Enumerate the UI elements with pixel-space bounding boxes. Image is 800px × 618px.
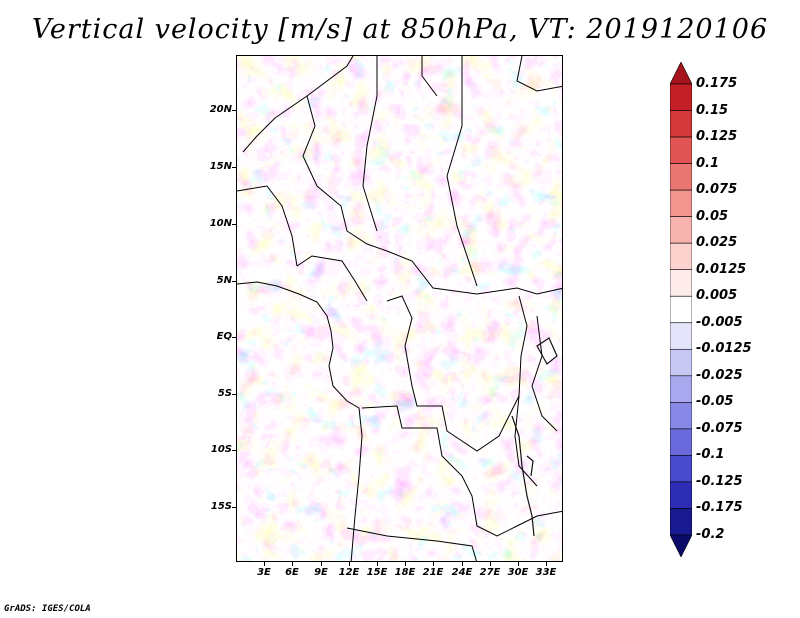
colorbar-swatch	[670, 322, 692, 350]
colorbar-label: 0.0125	[696, 261, 747, 277]
lon-label-33e: 33E	[535, 567, 557, 578]
lon-label-3e: 3E	[257, 567, 271, 578]
colorbar-swatch	[670, 428, 692, 456]
plot-title: Vertical velocity [m/s] at 850hPa, VT: 2…	[31, 14, 769, 45]
lat-label-10n: 10N	[209, 218, 232, 229]
colorbar-label: -0.125	[696, 473, 743, 489]
field-and-borders	[237, 56, 562, 561]
colorbar-swatch	[670, 62, 692, 85]
lon-tick	[377, 562, 378, 566]
grads-credit: GrADS: IGES/COLA	[4, 604, 91, 614]
lon-tick	[433, 562, 434, 566]
colorbar-swatch	[670, 163, 692, 191]
colorbar-label: 0.075	[696, 182, 738, 198]
lat-tick	[232, 167, 237, 168]
lat-label-eq: EQ	[216, 331, 232, 342]
colorbar-label: 0.05	[696, 208, 729, 224]
lon-label-15e: 15E	[366, 567, 388, 578]
lon-label-12e: 12E	[338, 567, 360, 578]
colorbar-swatch	[670, 136, 692, 164]
lat-label-5n: 5N	[216, 275, 232, 286]
colorbar-swatch	[670, 242, 692, 271]
lat-tick	[232, 394, 237, 395]
colorbar-swatch	[670, 402, 692, 430]
lon-tick	[321, 562, 322, 566]
lon-tick	[462, 562, 463, 566]
lat-tick	[232, 450, 237, 451]
lon-tick	[264, 562, 265, 566]
colorbar-label: -0.2	[696, 527, 725, 542]
lat-tick	[232, 224, 237, 225]
lon-tick	[518, 562, 519, 566]
colorbar-label: -0.005	[696, 314, 743, 330]
lon-label-9e: 9E	[314, 567, 328, 578]
colorbar-swatch	[670, 83, 692, 111]
lon-tick	[349, 562, 350, 566]
colorbar-swatch	[670, 216, 692, 244]
lat-tick	[232, 281, 237, 282]
lon-label-27e: 27E	[479, 567, 501, 578]
colorbar-label: -0.0125	[696, 341, 752, 357]
lat-label-5s: 5S	[217, 388, 232, 399]
lat-label-15s: 15S	[210, 501, 232, 512]
colorbar-label: -0.1	[696, 447, 725, 463]
colorbar-swatch	[670, 295, 692, 324]
lon-tick	[490, 562, 491, 566]
country-borders	[237, 56, 562, 561]
lon-label-18e: 18E	[394, 567, 416, 578]
colorbar-swatch	[670, 375, 692, 403]
colorbar-swatch	[670, 348, 692, 377]
lat-tick	[232, 507, 237, 508]
colorbar-swatch	[670, 481, 692, 509]
colorbar-swatch	[670, 189, 692, 217]
lon-tick	[405, 562, 406, 566]
colorbar-label: -0.05	[696, 394, 734, 410]
colorbar-label: -0.075	[696, 420, 743, 436]
colorbar-label: 0.175	[696, 76, 738, 91]
lon-tick	[292, 562, 293, 566]
lat-label-10s: 10S	[210, 444, 232, 455]
colorbar-label: 0.005	[696, 288, 738, 304]
colorbar-swatch	[670, 269, 692, 297]
lon-label-6e: 6E	[285, 567, 299, 578]
colorbar-label: 0.025	[696, 235, 738, 251]
colorbar-label: 0.1	[696, 155, 720, 171]
lon-label-21e: 21E	[422, 567, 444, 578]
lat-tick	[232, 110, 237, 111]
colorbar-label: 0.15	[696, 102, 729, 118]
lat-label-15n: 15N	[209, 161, 232, 172]
colorbar-swatch	[670, 455, 692, 483]
lon-tick	[546, 562, 547, 566]
colorbar-label: -0.175	[696, 500, 743, 516]
colorbar-swatch	[670, 508, 692, 536]
map-panel	[236, 55, 563, 562]
colorbar	[670, 62, 692, 557]
lake-outlines	[511, 337, 558, 537]
lon-label-30e: 30E	[507, 567, 529, 578]
lon-label-24e: 24E	[451, 567, 473, 578]
colorbar-label: -0.025	[696, 367, 743, 383]
velocity-field	[237, 56, 562, 561]
colorbar-label: 0.125	[696, 129, 738, 145]
colorbar-swatch	[670, 110, 692, 138]
lat-label-20n: 20N	[209, 104, 232, 115]
colorbar-swatch	[670, 534, 692, 557]
lat-tick	[232, 337, 237, 338]
